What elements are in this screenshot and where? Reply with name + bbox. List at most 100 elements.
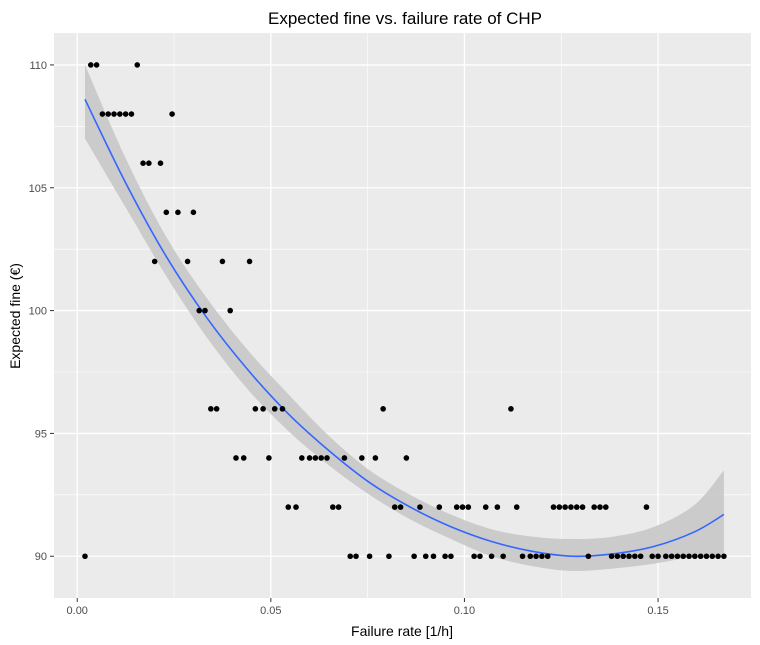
- data-point: [359, 455, 365, 461]
- data-point: [279, 406, 286, 412]
- data-point: [233, 455, 239, 461]
- data-point: [519, 553, 526, 560]
- data-point: [614, 553, 621, 560]
- data-point: [477, 553, 483, 560]
- x-tick-label: 0.00: [67, 605, 88, 617]
- data-point: [146, 160, 152, 166]
- data-point: [105, 111, 112, 117]
- data-point: [134, 62, 141, 68]
- data-point: [674, 553, 681, 560]
- data-point: [163, 209, 170, 216]
- data-point: [482, 504, 489, 510]
- y-tick-label: 105: [29, 183, 47, 195]
- data-point: [353, 553, 359, 560]
- data-point: [668, 553, 675, 560]
- data-point: [703, 553, 710, 560]
- data-point: [324, 455, 330, 461]
- data-point: [266, 455, 272, 461]
- data-point: [157, 160, 164, 166]
- data-points: [82, 62, 727, 560]
- data-point: [227, 307, 233, 314]
- data-point: [715, 553, 721, 560]
- data-point: [686, 553, 692, 560]
- major-gridlines: [54, 33, 751, 598]
- data-point: [436, 504, 443, 510]
- x-axis-ticks: 0.00 0.05 0.10 0.15: [67, 598, 669, 617]
- data-point: [380, 406, 386, 412]
- data-point: [366, 553, 373, 560]
- data-point: [417, 504, 423, 510]
- y-tick-label: 90: [35, 551, 47, 563]
- data-point: [260, 406, 266, 412]
- chart-title: Expected fine vs. failure rate of CHP: [268, 9, 542, 28]
- data-point: [692, 553, 698, 560]
- data-point: [285, 504, 292, 510]
- data-point: [585, 553, 592, 560]
- data-point: [397, 504, 404, 510]
- data-point: [111, 111, 117, 117]
- smooth-fit-line: [84, 98, 725, 558]
- data-point: [488, 553, 495, 560]
- data-point: [508, 406, 514, 412]
- y-axis-title: Expected fine (€): [7, 263, 23, 369]
- data-point: [386, 553, 392, 560]
- data-point: [597, 504, 603, 510]
- data-point: [709, 553, 716, 560]
- data-point: [151, 258, 158, 265]
- data-point: [391, 504, 398, 510]
- confidence-ribbon: [84, 64, 724, 572]
- data-point: [246, 258, 253, 265]
- x-tick-label: 0.15: [647, 605, 668, 617]
- data-point: [202, 307, 208, 314]
- data-point: [411, 553, 417, 560]
- data-point: [591, 504, 597, 510]
- data-point: [500, 553, 506, 560]
- data-point: [99, 111, 106, 117]
- data-point: [240, 455, 247, 461]
- data-point: [122, 111, 129, 117]
- x-tick-label: 0.10: [454, 605, 475, 617]
- data-point: [608, 553, 615, 560]
- data-point: [637, 553, 644, 560]
- data-point: [306, 455, 313, 461]
- data-point: [620, 553, 627, 560]
- data-point: [128, 111, 135, 117]
- data-point: [494, 504, 501, 510]
- data-point: [82, 553, 88, 560]
- data-point: [680, 553, 687, 560]
- x-axis-title: Failure rate [1/h]: [351, 623, 453, 639]
- data-point: [184, 258, 191, 265]
- data-point: [550, 504, 557, 510]
- y-axis-ticks: 90 95 100 105 110: [29, 60, 54, 563]
- data-point: [140, 160, 146, 166]
- data-point: [175, 209, 181, 216]
- data-point: [663, 553, 669, 560]
- data-point: [213, 406, 220, 412]
- data-point: [422, 553, 429, 560]
- data-point: [169, 111, 175, 117]
- x-tick-label: 0.05: [260, 605, 281, 617]
- data-point: [573, 504, 580, 510]
- data-point: [318, 455, 324, 461]
- data-point: [252, 406, 259, 412]
- data-point: [117, 111, 123, 117]
- y-tick-label: 95: [35, 428, 47, 440]
- data-point: [442, 553, 448, 560]
- data-point: [190, 209, 197, 216]
- data-point: [347, 553, 354, 560]
- data-point: [208, 406, 214, 412]
- data-point: [403, 455, 410, 461]
- data-point: [649, 553, 656, 560]
- data-point: [453, 504, 460, 510]
- data-point: [602, 504, 609, 510]
- data-point: [219, 258, 226, 265]
- data-point: [655, 553, 661, 560]
- data-point: [562, 504, 568, 510]
- data-point: [632, 553, 638, 560]
- data-point: [556, 504, 563, 510]
- data-point: [196, 307, 203, 314]
- data-point: [430, 553, 437, 560]
- data-point: [335, 504, 342, 510]
